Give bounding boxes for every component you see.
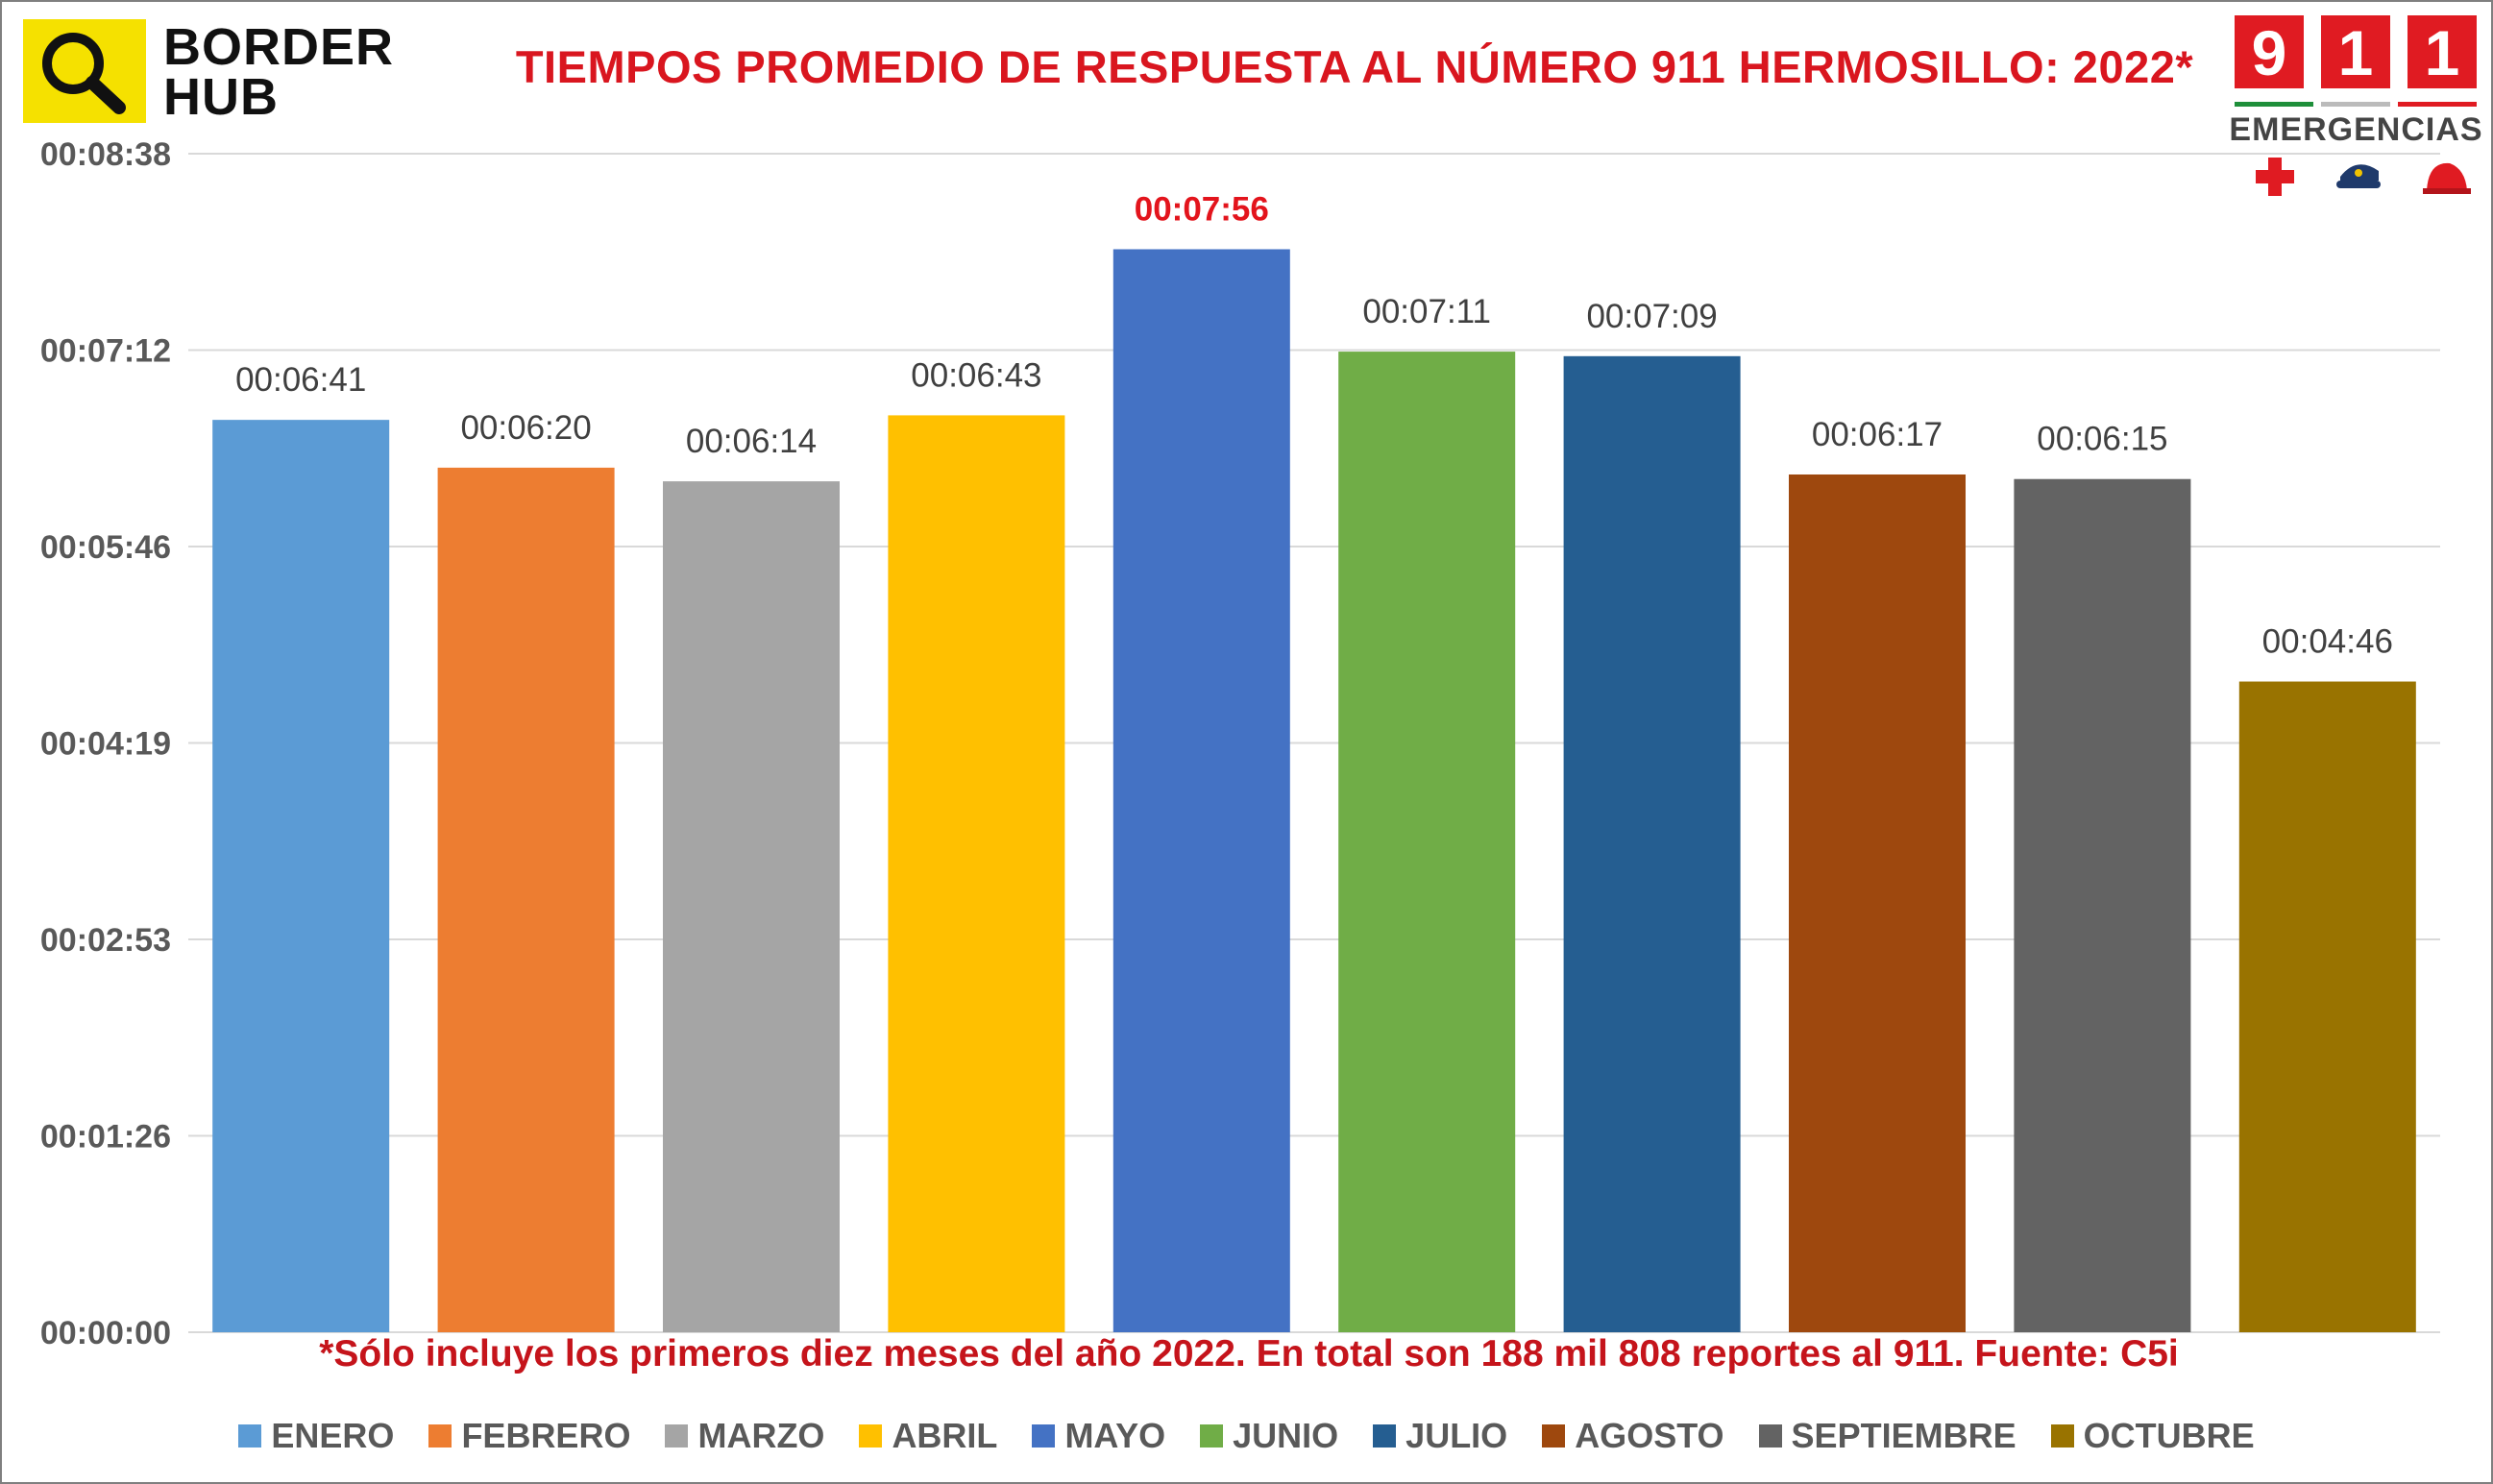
bar-abril: [888, 415, 1065, 1333]
data-label-abril: 00:06:43: [911, 356, 1041, 394]
legend-swatch: [1758, 1424, 1782, 1448]
bar-septiembre: [2014, 478, 2191, 1333]
legend-item-enero: ENERO: [238, 1416, 394, 1456]
bar-julio: [1563, 355, 1741, 1332]
brand-line-2: HUB: [163, 68, 279, 126]
chart-legend: ENERO FEBRERO MARZO ABRIL MAYO JUNIO JULIO AGOS…: [0, 1416, 2493, 1456]
legend-label: MARZO: [697, 1416, 825, 1455]
legend-item-febrero: FEBRERO: [428, 1416, 630, 1456]
legend-label: AGOSTO: [1575, 1416, 1724, 1455]
legend-item-mayo: MAYO: [1032, 1416, 1165, 1456]
y-tick-label: 00:05:46: [40, 529, 171, 566]
legend-item-agosto: AGOSTO: [1542, 1416, 1724, 1456]
data-label-julio: 00:07:09: [1586, 298, 1717, 335]
legend-label: MAYO: [1064, 1416, 1166, 1455]
emergency-icons: [2236, 152, 2477, 200]
bar-octubre: [2238, 681, 2416, 1332]
data-label-enero: 00:06:41: [235, 361, 366, 399]
chart-title: TIEMPOS PROMEDIO DE RESPUESTA AL NÚMERO …: [515, 41, 2194, 92]
chart-footnote: *Sólo incluye los primeros diez meses de…: [319, 1333, 2179, 1375]
y-tick-label: 00:08:38: [40, 136, 171, 173]
legend-swatch: [1200, 1424, 1224, 1448]
bar-junio: [1338, 352, 1516, 1332]
legend-swatch: [665, 1424, 689, 1448]
legend-item-septiembre: SEPTIEMBRE: [1758, 1416, 2016, 1456]
bar-marzo: [662, 481, 841, 1332]
emergency-911-logo: 9 1 1 EMERGENCIAS: [2229, 15, 2483, 207]
bar-febrero: [437, 467, 615, 1332]
y-tick-label: 00:02:53: [40, 922, 171, 959]
data-label-septiembre: 00:06:15: [2037, 421, 2167, 458]
legend-swatch: [428, 1424, 452, 1448]
legend-swatch: [1032, 1424, 1056, 1448]
legend-swatch: [1373, 1424, 1397, 1448]
fire-helmet-icon: [2423, 162, 2471, 194]
white-stripe: [2321, 102, 2390, 107]
red-cross-icon: [2256, 158, 2294, 196]
digit-9: 9: [2235, 15, 2304, 88]
legend-label: ABRIL: [892, 1416, 998, 1455]
legend-item-julio: JULIO: [1373, 1416, 1507, 1456]
bar-mayo: [1112, 249, 1290, 1333]
brand-line-1: BORDER: [163, 18, 395, 76]
legend-swatch: [859, 1424, 883, 1448]
legend-swatch: [238, 1424, 262, 1448]
data-label-marzo: 00:06:14: [686, 423, 817, 460]
y-tick-label: 00:04:19: [40, 726, 171, 763]
digit-1b: 1: [2407, 15, 2477, 88]
data-label-junio: 00:07:11: [1362, 293, 1491, 330]
data-label-mayo: 00:07:56: [1135, 190, 1269, 228]
legend-label: FEBRERO: [461, 1416, 631, 1455]
legend-item-octubre: OCTUBRE: [2050, 1416, 2255, 1456]
red-stripe: [2398, 102, 2477, 107]
bar-enero: [212, 420, 390, 1332]
data-label-febrero: 00:06:20: [460, 409, 591, 447]
data-label-agosto: 00:06:17: [1812, 416, 1943, 453]
emergency-label: EMERGENCIAS: [2229, 111, 2483, 148]
legend-label: SEPTIEMBRE: [1791, 1416, 2016, 1455]
legend-label: JULIO: [1405, 1416, 1508, 1455]
police-cap-icon: [2336, 164, 2381, 188]
y-tick-label: 00:00:00: [40, 1315, 171, 1351]
y-tick-label: 00:07:12: [40, 333, 171, 370]
bar-agosto: [1788, 474, 1967, 1332]
legend-item-junio: JUNIO: [1200, 1416, 1338, 1456]
legend-label: OCTUBRE: [2083, 1416, 2255, 1455]
digit-1a: 1: [2321, 15, 2390, 88]
legend-swatch: [1542, 1424, 1566, 1448]
legend-label: JUNIO: [1233, 1416, 1339, 1455]
legend-label: ENERO: [271, 1416, 395, 1455]
border-hub-logo: BORDER HUB: [23, 19, 427, 125]
legend-swatch: [2050, 1424, 2074, 1448]
legend-item-abril: ABRIL: [859, 1416, 997, 1456]
data-label-octubre: 00:04:46: [2262, 623, 2393, 661]
magnifier-icon: [23, 19, 146, 123]
green-stripe: [2235, 102, 2313, 107]
y-tick-label: 00:01:26: [40, 1119, 171, 1156]
legend-item-marzo: MARZO: [665, 1416, 824, 1456]
